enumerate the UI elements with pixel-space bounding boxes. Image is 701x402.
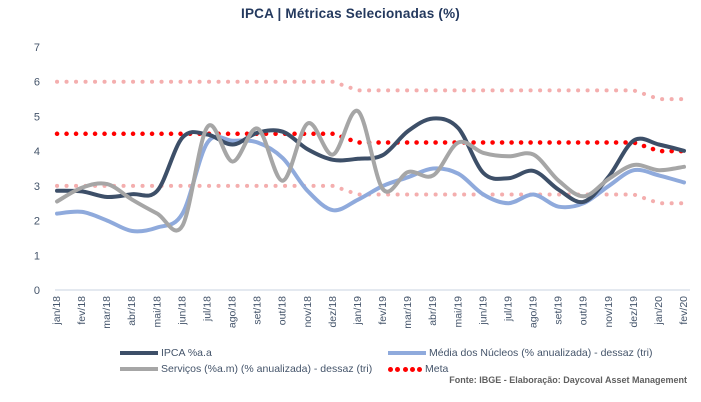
legend-item-meta: Meta — [388, 363, 448, 375]
legend-item-ipca: IPCA %a.a — [120, 347, 212, 359]
x-axis-label: nov/18 — [302, 296, 314, 328]
x-axis-label: jun/19 — [477, 296, 489, 326]
legend-label-ipca: IPCA %a.a — [161, 347, 212, 359]
series-nucleos-line — [55, 134, 686, 234]
x-axis-label: jan/20 — [653, 296, 665, 326]
ipca-line-swatch — [120, 351, 158, 355]
legend-item-nucleos: Média dos Núcleos (% anualizada) - dessa… — [388, 347, 653, 359]
x-axis-label: jan/19 — [352, 296, 364, 326]
x-axis-label: ago/19 — [528, 296, 540, 328]
meta-dots-swatch — [388, 366, 422, 372]
chart-title: IPCA | Métricas Selecionadas (%) — [241, 6, 460, 21]
x-axis-label: jan/18 — [51, 296, 63, 326]
x-axis-label: fev/19 — [377, 296, 389, 325]
x-axis-label: nov/19 — [603, 296, 615, 328]
x-axis-label: dez/18 — [327, 296, 339, 328]
x-axis-label: mar/18 — [101, 296, 113, 329]
nucleos-line-swatch — [388, 351, 426, 355]
servicos-line-swatch — [120, 367, 158, 371]
x-axis-label: out/19 — [578, 296, 590, 325]
series-ipca-line — [55, 116, 686, 205]
y-axis-label: 2 — [34, 216, 40, 228]
y-axis-label: 3 — [34, 181, 40, 193]
x-axis-label: jun/18 — [176, 296, 188, 326]
x-axis-label: abr/19 — [427, 296, 439, 326]
y-axis-label: 6 — [34, 77, 40, 89]
x-axis-label: fev/18 — [76, 296, 88, 325]
x-axis-label: set/19 — [553, 296, 565, 325]
y-axis-label: 5 — [34, 111, 40, 123]
series-servicos-line — [55, 109, 686, 233]
y-axis-label: 4 — [34, 146, 40, 158]
x-axis-label: dez/19 — [628, 296, 640, 328]
series-banda_superior-line — [55, 79, 686, 102]
legend-item-servicos: Serviços (%a.m) (% anualizada) - dessaz … — [120, 363, 372, 375]
x-axis-label: mai/18 — [151, 296, 163, 328]
y-axis-label: 7 — [34, 42, 40, 54]
legend-label-meta: Meta — [425, 363, 449, 375]
x-axis-label: abr/18 — [126, 296, 138, 326]
x-axis-label: out/18 — [277, 296, 289, 325]
x-axis-label: set/18 — [252, 296, 264, 325]
source-note: Fonte: IBGE - Elaboração: Daycoval Asset… — [449, 375, 687, 385]
x-axis-label: jul/18 — [201, 296, 213, 322]
x-axis-label: mar/19 — [402, 296, 414, 329]
y-axis-label: 1 — [34, 250, 40, 262]
legend-label-servicos: Serviços (%a.m) (% anualizada) - dessaz … — [161, 363, 373, 375]
x-axis-label: mai/19 — [452, 296, 464, 328]
x-axis-label: fev/20 — [678, 296, 690, 325]
legend-label-nucleos: Média dos Núcleos (% anualizada) - dessa… — [429, 347, 653, 359]
x-axis-label: jul/19 — [502, 296, 514, 322]
y-axis-label: 0 — [34, 285, 40, 297]
x-axis-label: ago/18 — [227, 296, 239, 328]
